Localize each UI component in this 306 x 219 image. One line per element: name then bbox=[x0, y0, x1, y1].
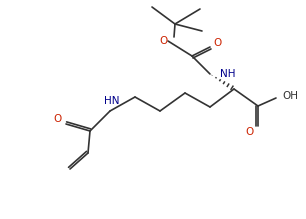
Text: HN: HN bbox=[104, 96, 120, 106]
Text: O: O bbox=[213, 38, 221, 48]
Text: OH: OH bbox=[282, 91, 298, 101]
Text: O: O bbox=[54, 114, 62, 124]
Text: NH: NH bbox=[220, 69, 236, 79]
Text: O: O bbox=[246, 127, 254, 137]
Text: O: O bbox=[159, 36, 167, 46]
